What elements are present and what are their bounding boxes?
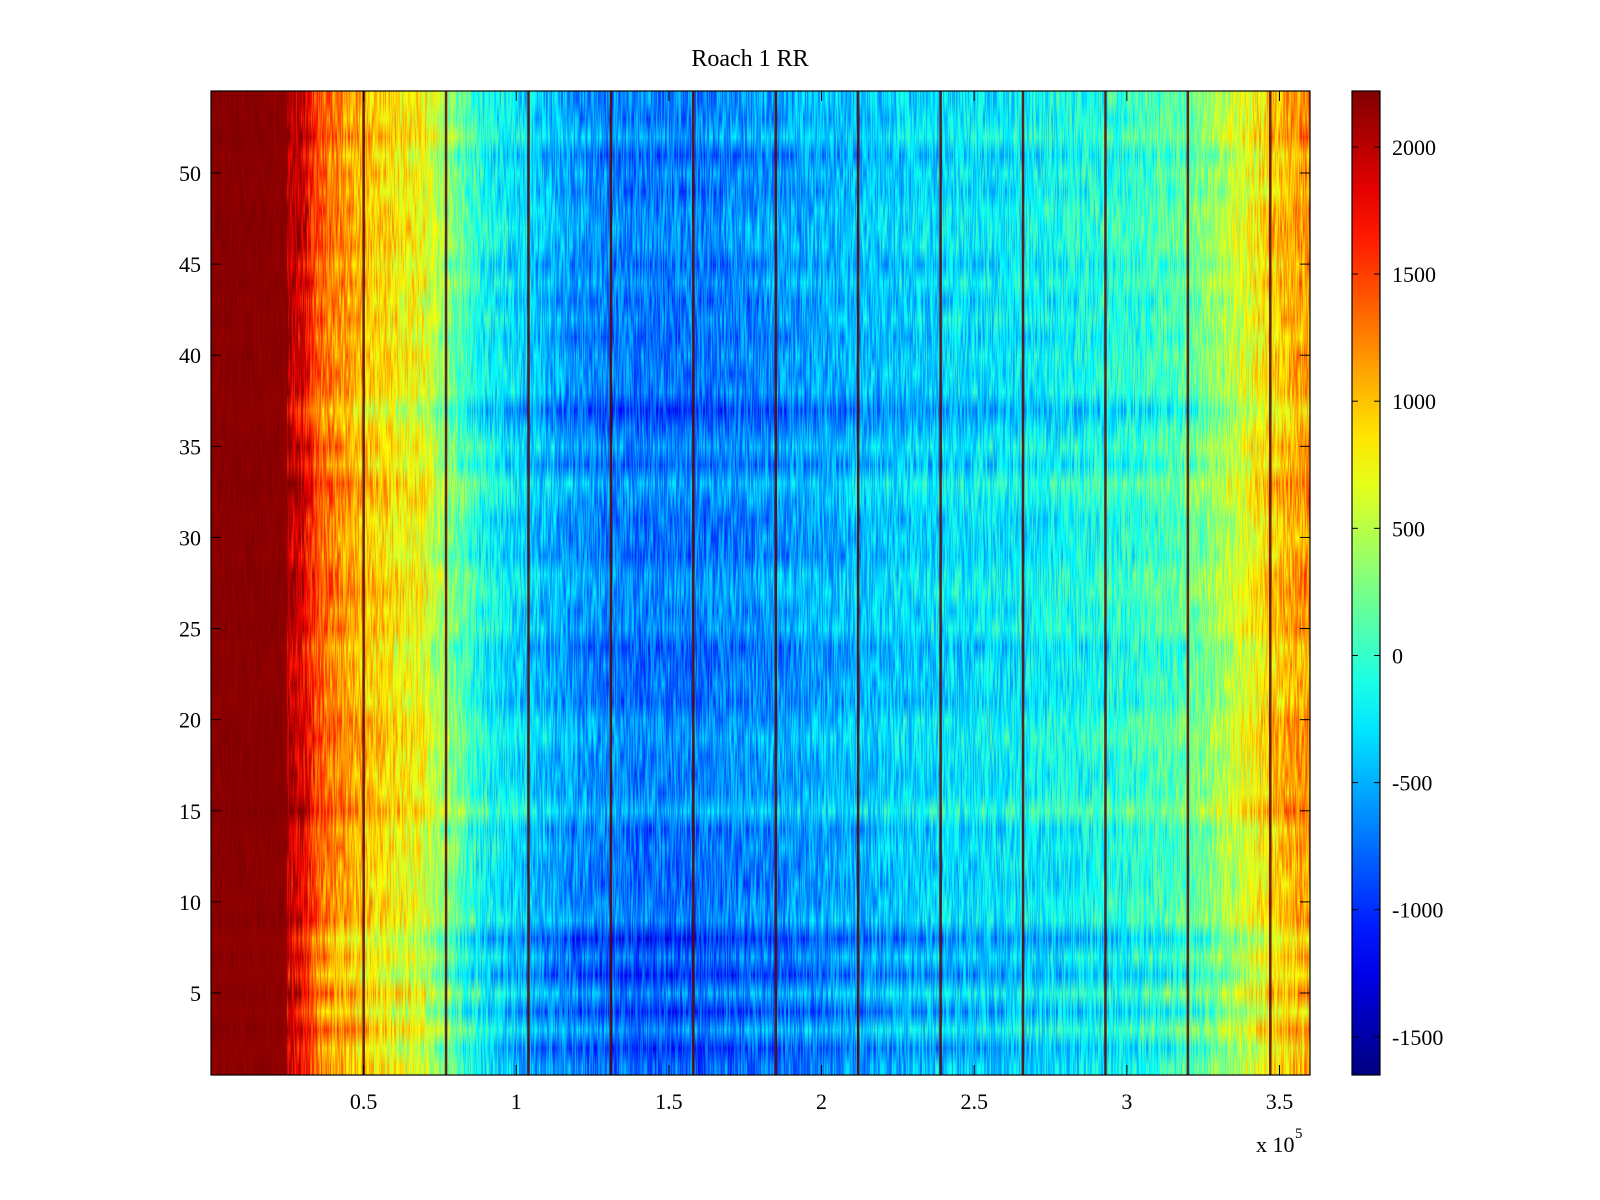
colorbar-gradient: [1352, 91, 1380, 1075]
y-tick-label: 45: [179, 252, 201, 277]
y-tick-label: 15: [179, 799, 201, 824]
y-tick-label: 25: [179, 617, 201, 642]
y-tick-label: 35: [179, 434, 201, 459]
y-tick-label: 40: [179, 343, 201, 368]
x-tick-label: 1: [511, 1089, 522, 1114]
x-tick-label: 3.5: [1266, 1089, 1294, 1114]
x-axis: 0.5 1 1.5 2 2.5 3 3.5: [350, 91, 1293, 1114]
colorbar-ticks: -1500 -1000 -500 0 500 1000 1500 2000: [1352, 135, 1443, 1050]
colorbar-tick-label: -1500: [1392, 1025, 1443, 1050]
colorbar-tick-label: 500: [1392, 516, 1425, 541]
x-tick-label: 2.5: [960, 1089, 988, 1114]
colorbar-tick-label: -1000: [1392, 898, 1443, 923]
plot-frame: [210, 90, 1311, 1076]
colorbar-tick-label: 2000: [1392, 135, 1436, 160]
colorbar-tick-label: 1000: [1392, 389, 1436, 414]
y-axis: 5 10 15 20 25 30 35 40 45 50: [179, 161, 1310, 1006]
colorbar-frame: [1351, 90, 1381, 1076]
heatmap-plot-area: [210, 90, 1311, 1076]
colorbar: -1500 -1000 -500 0 500 1000 1500 2000: [1351, 90, 1443, 1076]
heatmap-vertical-lines: [362, 91, 1272, 1075]
chart-title: Roach 1 RR: [691, 46, 808, 72]
x-tick-label: 2: [816, 1089, 827, 1114]
x-multiplier-exponent: 5: [1295, 1126, 1303, 1142]
y-tick-label: 20: [179, 708, 201, 733]
heatmap-cells: [211, 91, 1310, 1075]
colorbar-tick-label: -500: [1392, 771, 1432, 796]
y-tick-label: 50: [179, 161, 201, 186]
x-tick-label: 3: [1121, 1089, 1132, 1114]
x-multiplier-label: x 10: [1256, 1132, 1295, 1157]
y-tick-label: 30: [179, 525, 201, 550]
colorbar-tick-label: 1500: [1392, 262, 1436, 287]
x-tick-label: 0.5: [350, 1089, 378, 1114]
y-tick-label: 5: [190, 981, 201, 1006]
x-tick-label: 1.5: [655, 1089, 683, 1114]
colorbar-tick-label: 0: [1392, 643, 1403, 668]
y-tick-label: 10: [179, 890, 201, 915]
